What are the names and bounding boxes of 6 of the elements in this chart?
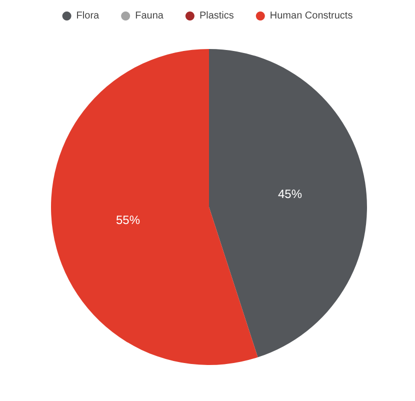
legend-label: Human Constructs	[270, 10, 353, 22]
legend-label: Flora	[76, 10, 100, 22]
data-label: 55%	[116, 212, 140, 227]
legend-label: Plastics	[199, 10, 234, 22]
legend-label: Fauna	[135, 10, 164, 22]
data-label: 45%	[278, 187, 302, 202]
